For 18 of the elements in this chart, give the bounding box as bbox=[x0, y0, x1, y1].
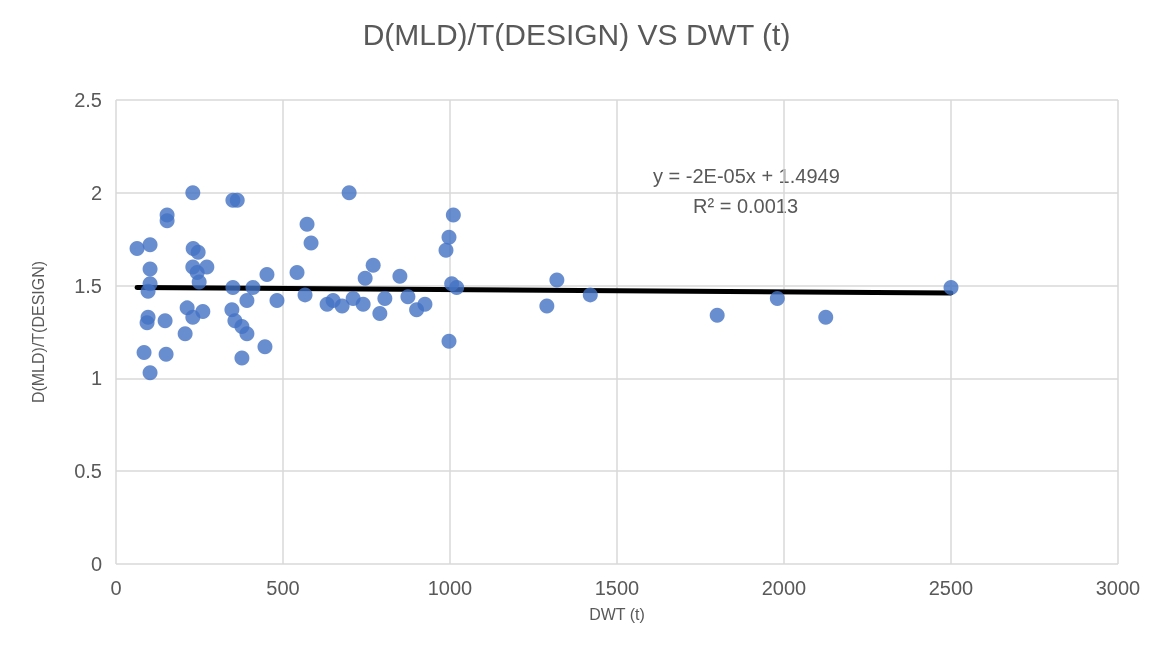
annotation: R² = 0.0013 bbox=[693, 195, 799, 217]
y-tick-label: 1 bbox=[90, 367, 102, 390]
y-tick-label: 0.5 bbox=[74, 460, 102, 483]
y-tick-label: 1.5 bbox=[74, 274, 102, 297]
x-axis-title: DWT (t) bbox=[589, 605, 645, 623]
x-tick-label: 500 bbox=[266, 577, 300, 599]
x-tick-label: 2500 bbox=[928, 577, 974, 599]
chart-title: D(MLD)/T(DESIGN) VS DWT (t) bbox=[362, 17, 791, 51]
y-tick-label: 2.5 bbox=[74, 89, 102, 111]
x-tick-label: 3000 bbox=[1095, 577, 1141, 599]
x-tick-label: 1500 bbox=[594, 577, 640, 599]
y-axis-title: D(MLD)/T(DESIGN) bbox=[29, 260, 47, 404]
annotation: y = -2E-05x + 1.4949 bbox=[653, 165, 840, 187]
x-tick-label: 1000 bbox=[427, 577, 473, 599]
x-tick-label: 0 bbox=[110, 577, 122, 599]
y-tick-label: 2 bbox=[90, 181, 102, 204]
x-tick-label: 2000 bbox=[761, 577, 807, 599]
y-tick-label: 0 bbox=[90, 553, 102, 575]
